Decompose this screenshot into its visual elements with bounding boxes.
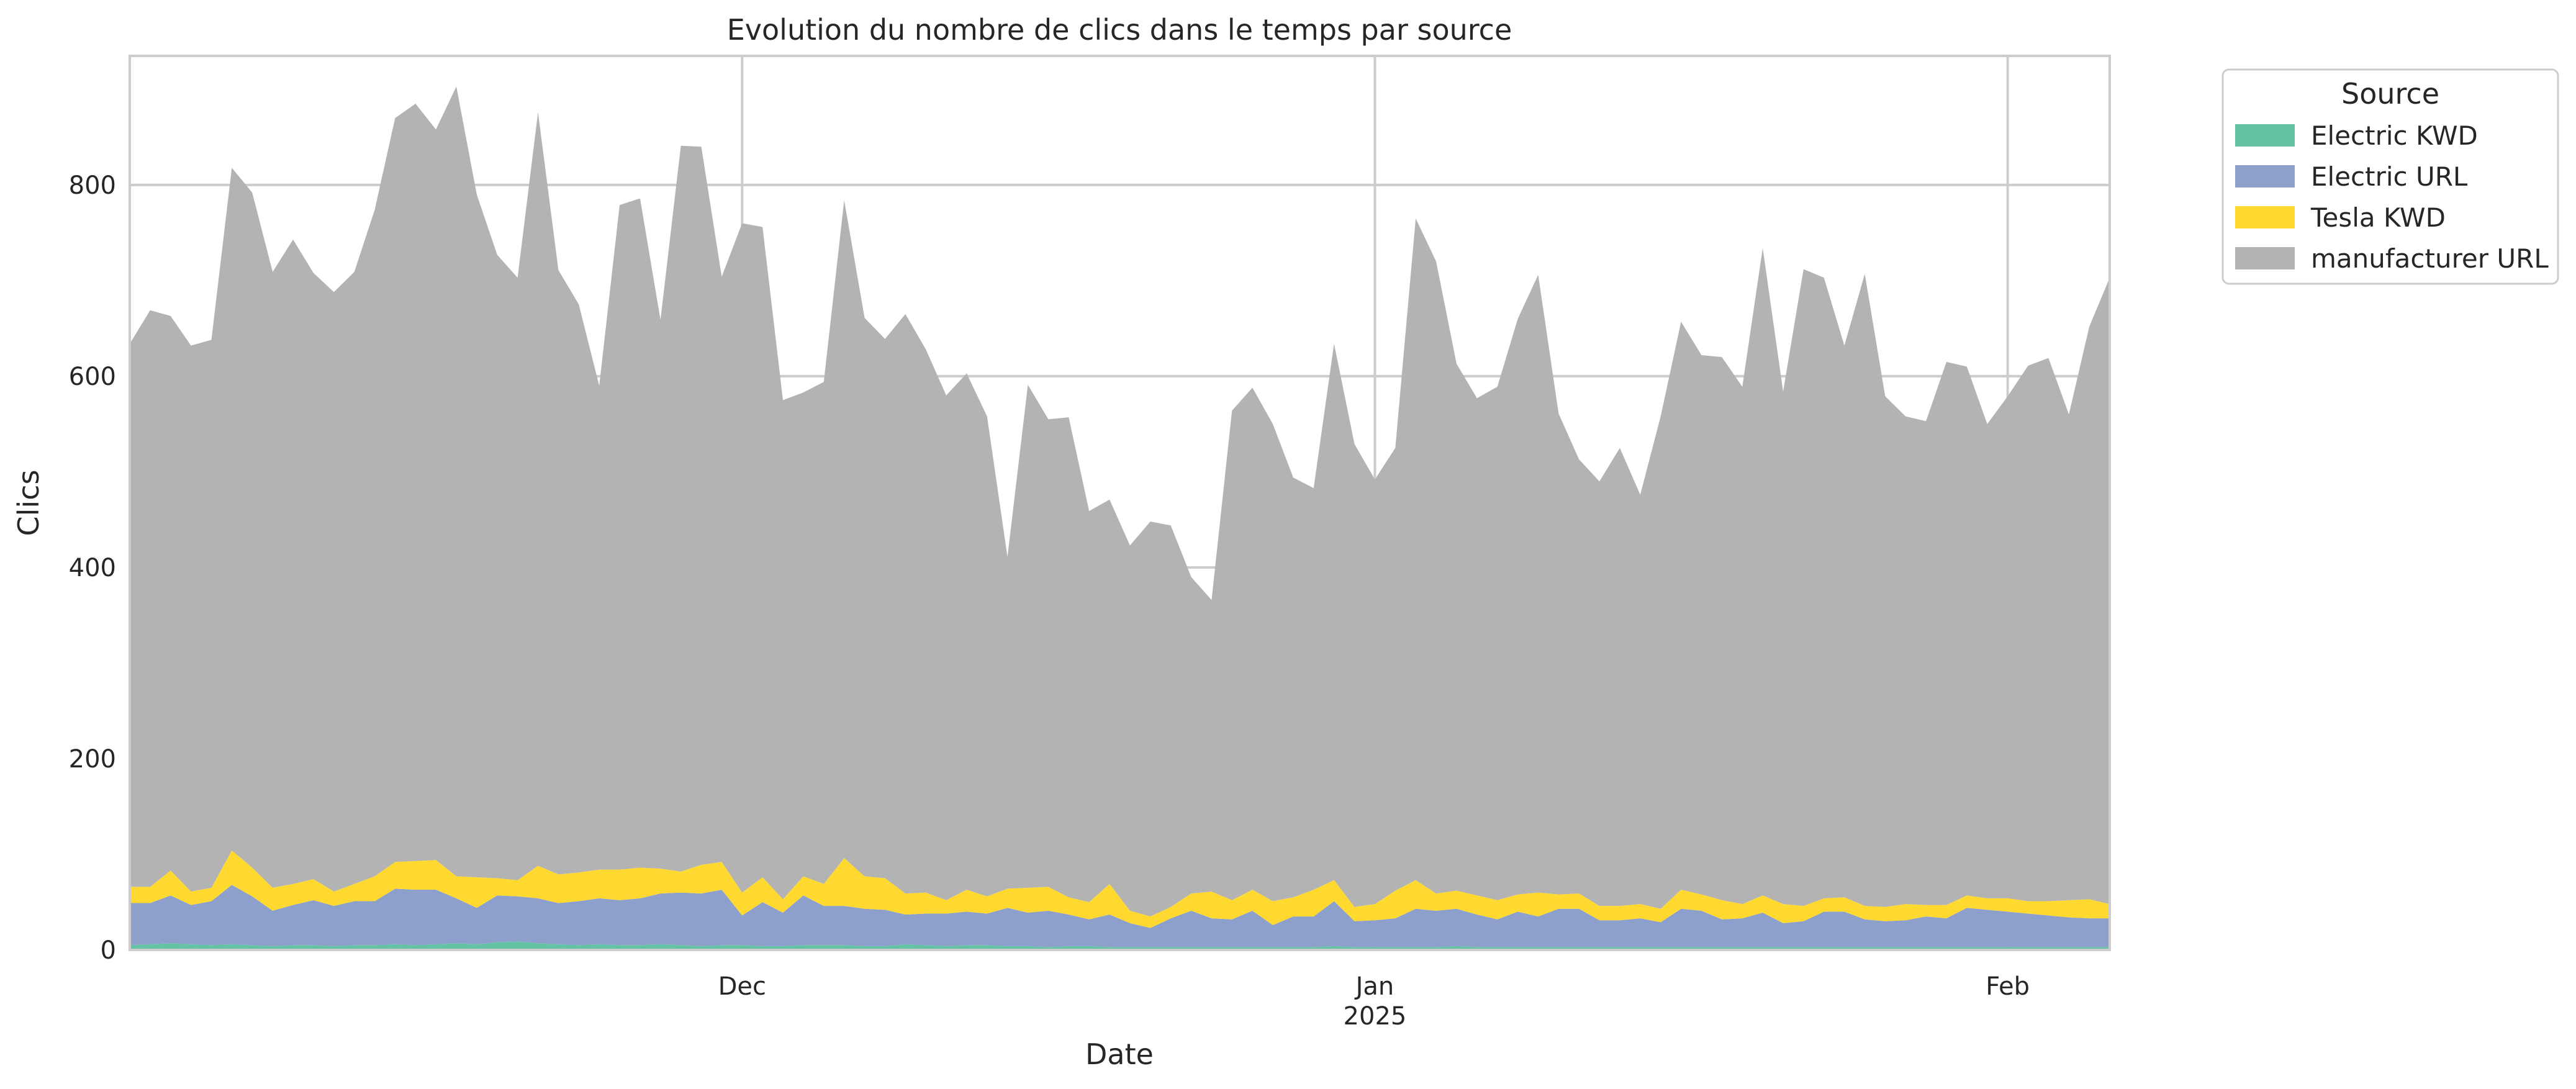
legend-swatch-manufacturer-url — [2235, 247, 2295, 269]
y-axis-label: Clics — [12, 470, 45, 536]
y-tick-label: 200 — [69, 745, 116, 774]
plot-area — [129, 55, 2111, 951]
area-electric-kwd — [130, 941, 2110, 950]
legend-title: Source — [2341, 77, 2439, 111]
legend: Source Electric KWD Electric URL Tesla KWD… — [2221, 68, 2559, 285]
area-electric-url — [130, 885, 2110, 947]
legend-items: Electric KWD Electric URL Tesla KWD manufac… — [2235, 120, 2549, 274]
area-layers — [130, 86, 2110, 950]
y-axis-ticks: 0 200 400 600 800 — [69, 171, 116, 965]
chart-title: Evolution du nombre de clics dans le tem… — [727, 13, 1512, 47]
legend-swatch-electric-url — [2235, 165, 2295, 188]
y-tick-label: 600 — [69, 363, 116, 391]
y-tick-label: 0 — [101, 936, 116, 965]
x-tick-label: Dec — [718, 972, 766, 1001]
area-tesla-kwd — [130, 850, 2110, 928]
legend-frame — [2221, 68, 2559, 285]
x-tick-sublabel: 2025 — [1344, 1002, 1407, 1031]
legend-label-tesla-kwd: Tesla KWD — [2310, 202, 2446, 233]
legend-label-electric-kwd: Electric KWD — [2311, 120, 2478, 151]
x-tick-label: Feb — [1986, 972, 2030, 1001]
x-axis-label: Date — [1085, 1037, 1154, 1071]
legend-swatch-electric-kwd — [2235, 124, 2295, 147]
area-manufacturer-url — [130, 86, 2110, 917]
legend-label-electric-url: Electric URL — [2311, 161, 2468, 192]
y-tick-label: 800 — [69, 171, 116, 200]
plot-frame — [129, 55, 2111, 951]
x-tick-label: Jan — [1354, 972, 1394, 1001]
y-tick-label: 400 — [69, 554, 116, 582]
legend-label-manufacturer-url: manufacturer URL — [2311, 243, 2549, 274]
legend-swatch-tesla-kwd — [2235, 206, 2295, 228]
